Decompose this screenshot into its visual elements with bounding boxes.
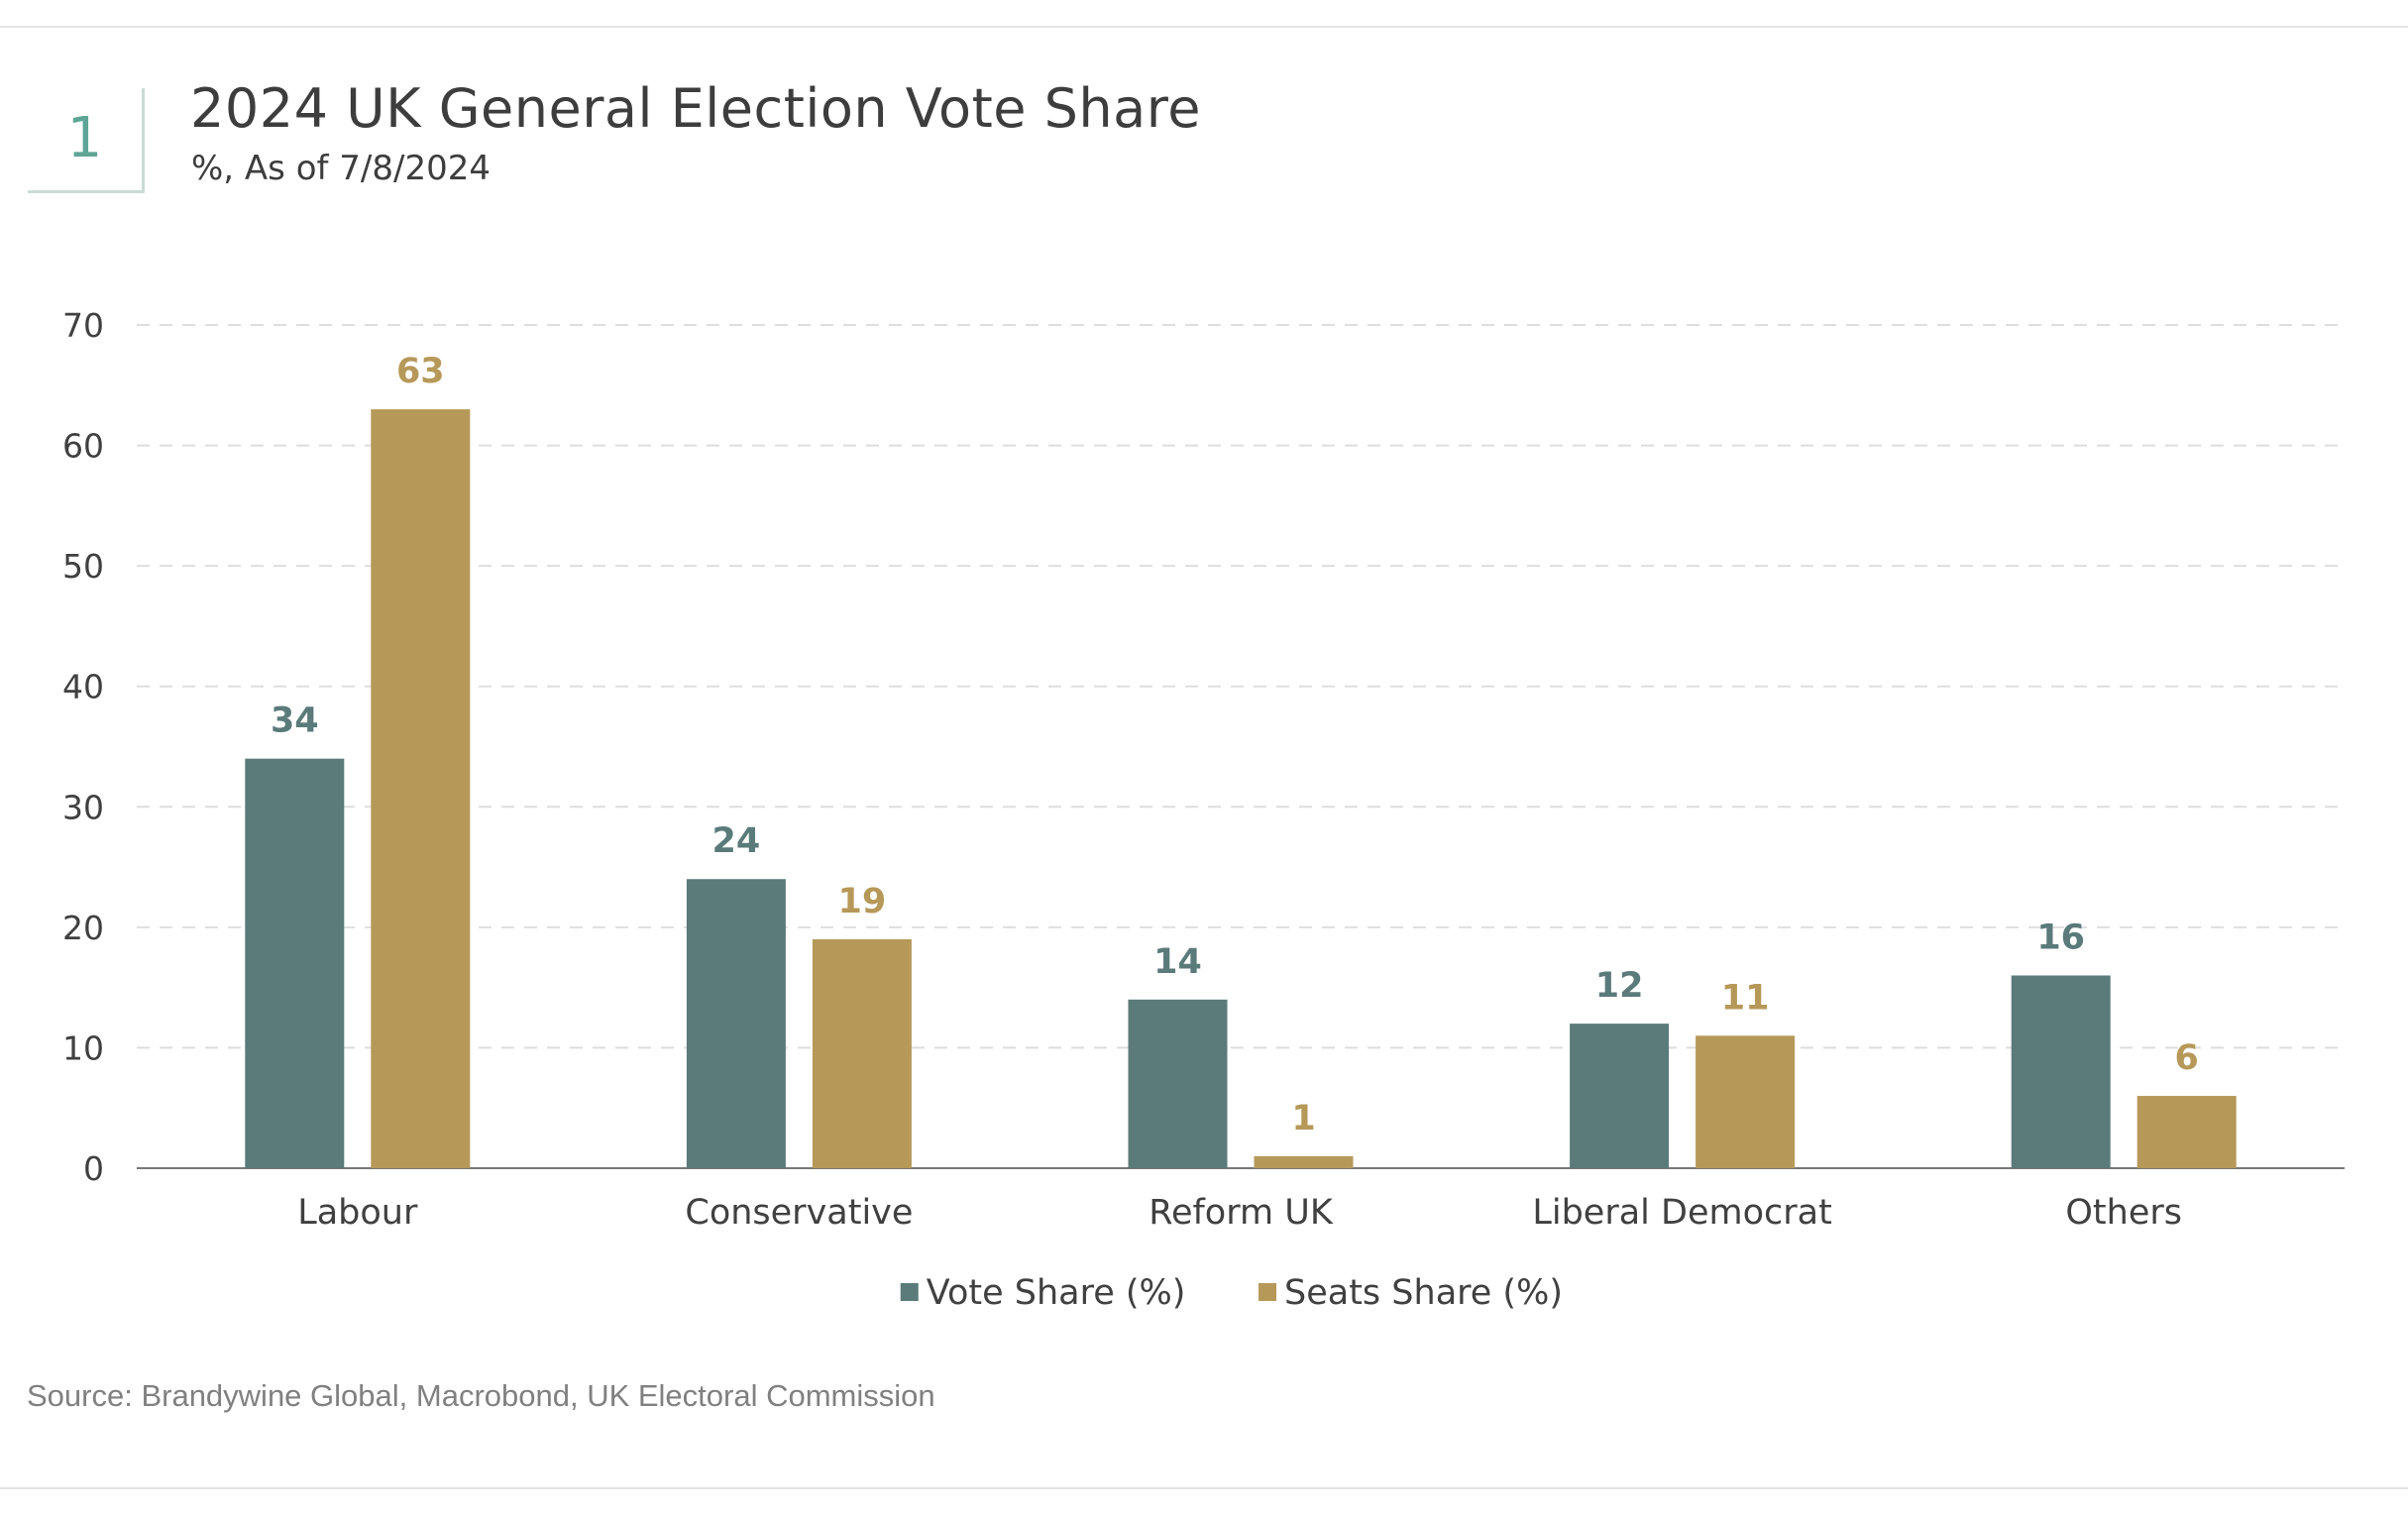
bar-vote	[2011, 975, 2111, 1168]
x-tick-label: Reform UK	[1149, 1193, 1334, 1233]
x-tick-label: Liberal Democrat	[1532, 1193, 1831, 1233]
y-tick-label: 20	[62, 909, 104, 947]
source-note: Source: Brandywine Global, Macrobond, UK…	[27, 1378, 935, 1413]
y-tick-label: 40	[62, 668, 104, 706]
data-label: 14	[1153, 942, 1202, 982]
x-tick-label: Conservative	[685, 1193, 913, 1233]
figure-number-badge: 1	[28, 88, 145, 193]
data-label: 12	[1595, 966, 1644, 1006]
bar-seats	[2136, 1096, 2237, 1168]
y-tick-label: 50	[62, 547, 104, 586]
x-tick-label: Others	[2065, 1193, 2182, 1233]
bar-seats	[812, 939, 912, 1168]
data-label: 19	[838, 882, 887, 921]
bottom-divider	[0, 1487, 2408, 1489]
bar-vote	[1570, 1024, 1670, 1168]
bar-seats	[1696, 1035, 1796, 1168]
x-tick-label: Labour	[297, 1193, 418, 1233]
chart-subtitle: %, As of 7/8/2024	[191, 149, 491, 188]
legend-swatch	[900, 1283, 919, 1301]
bar-seats	[371, 409, 471, 1169]
legend-label: Seats Share (%)	[1284, 1273, 1563, 1313]
legend-swatch	[1259, 1283, 1277, 1301]
bar-vote	[245, 758, 345, 1168]
top-divider	[0, 26, 2408, 28]
data-label: 34	[271, 702, 319, 741]
data-label: 1	[1291, 1099, 1315, 1138]
legend-label: Vote Share (%)	[927, 1273, 1186, 1313]
data-label: 24	[712, 821, 761, 861]
y-tick-label: 10	[62, 1028, 104, 1067]
y-tick-label: 70	[62, 306, 104, 345]
data-label: 16	[2036, 918, 2085, 957]
chart-title: 2024 UK General Election Vote Share	[190, 77, 1201, 140]
bar-vote	[1128, 999, 1228, 1168]
data-label: 63	[396, 352, 445, 391]
y-tick-label: 0	[83, 1149, 104, 1188]
data-label: 6	[2175, 1038, 2199, 1078]
bar-vote	[686, 879, 786, 1168]
y-tick-label: 60	[62, 427, 104, 466]
figure-number: 1	[66, 106, 103, 170]
bar-seats	[1254, 1155, 1354, 1168]
data-label: 11	[1721, 978, 1770, 1018]
y-tick-label: 30	[62, 788, 104, 826]
